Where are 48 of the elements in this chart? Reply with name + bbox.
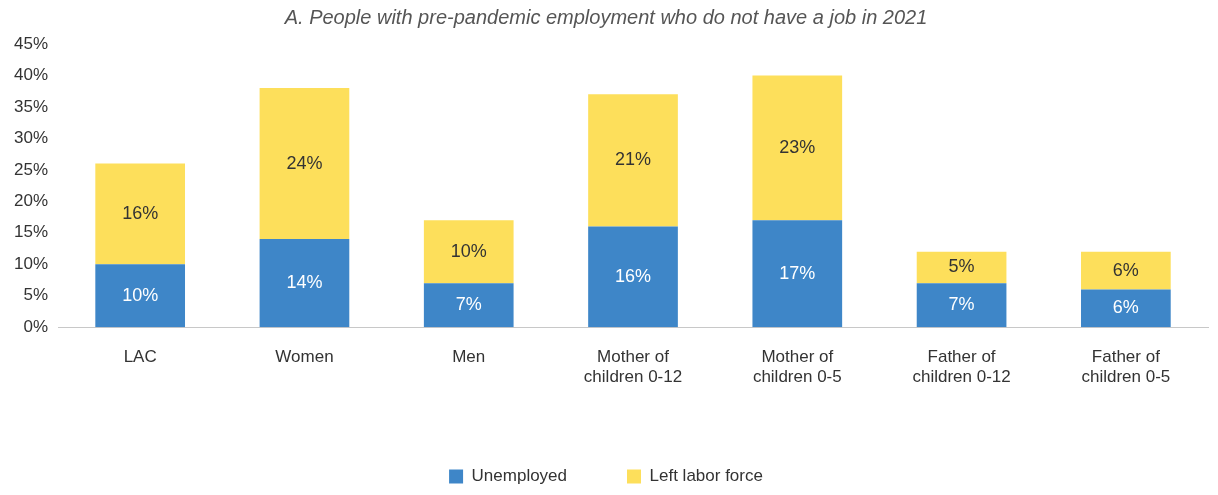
bar [259, 239, 350, 328]
legend-label: Left labor force [649, 466, 763, 486]
bar [95, 264, 186, 328]
data-label: 16% [615, 265, 652, 286]
bar [752, 75, 843, 221]
bar [916, 251, 1007, 284]
bar [588, 94, 678, 227]
x-tick-label: Men [452, 347, 486, 367]
y-tick-label: 40% [13, 65, 49, 85]
y-tick-label: 20% [13, 191, 49, 211]
data-label: 24% [286, 152, 323, 173]
x-tick-label: Mother of children 0-12 [583, 347, 683, 387]
data-label: 5% [948, 256, 975, 277]
y-tick-label: 45% [13, 33, 49, 53]
data-label: 10% [122, 284, 159, 305]
data-label: 17% [779, 262, 816, 283]
bar [1081, 251, 1171, 290]
data-label: 21% [615, 149, 652, 170]
bar [1081, 289, 1171, 328]
x-tick-label: Father of children 0-12 [912, 347, 1011, 387]
data-label: 6% [1112, 297, 1139, 318]
data-label: 16% [122, 202, 159, 223]
data-label: 7% [455, 294, 482, 315]
data-label: 6% [1112, 259, 1139, 280]
data-label: 10% [450, 240, 487, 261]
legend-label: Unemployed [471, 466, 568, 486]
bar [423, 220, 514, 284]
y-tick-label: 35% [13, 96, 49, 116]
x-tick-label: Mother of children 0-5 [752, 347, 842, 387]
bar [259, 88, 350, 240]
y-tick-label: 0% [23, 316, 49, 336]
bar [423, 283, 514, 328]
y-tick-label: 25% [13, 159, 49, 179]
y-tick-label: 10% [13, 253, 49, 273]
y-tick-label: 15% [13, 222, 49, 242]
bar [916, 283, 1007, 328]
x-tick-label: Father of children 0-5 [1081, 347, 1171, 387]
y-tick-label: 30% [13, 128, 49, 148]
y-tick-label: 5% [23, 285, 49, 305]
chart-title: A. People with pre-pandemic employment who do not have a job in 2021 [283, 5, 928, 28]
data-label: 23% [779, 136, 816, 157]
bar [95, 163, 186, 265]
data-label: 14% [286, 272, 323, 293]
bar [588, 226, 678, 328]
bar [752, 220, 843, 328]
data-label: 7% [948, 294, 975, 315]
x-tick-label: LAC [123, 347, 157, 367]
x-tick-label: Women [275, 347, 334, 367]
